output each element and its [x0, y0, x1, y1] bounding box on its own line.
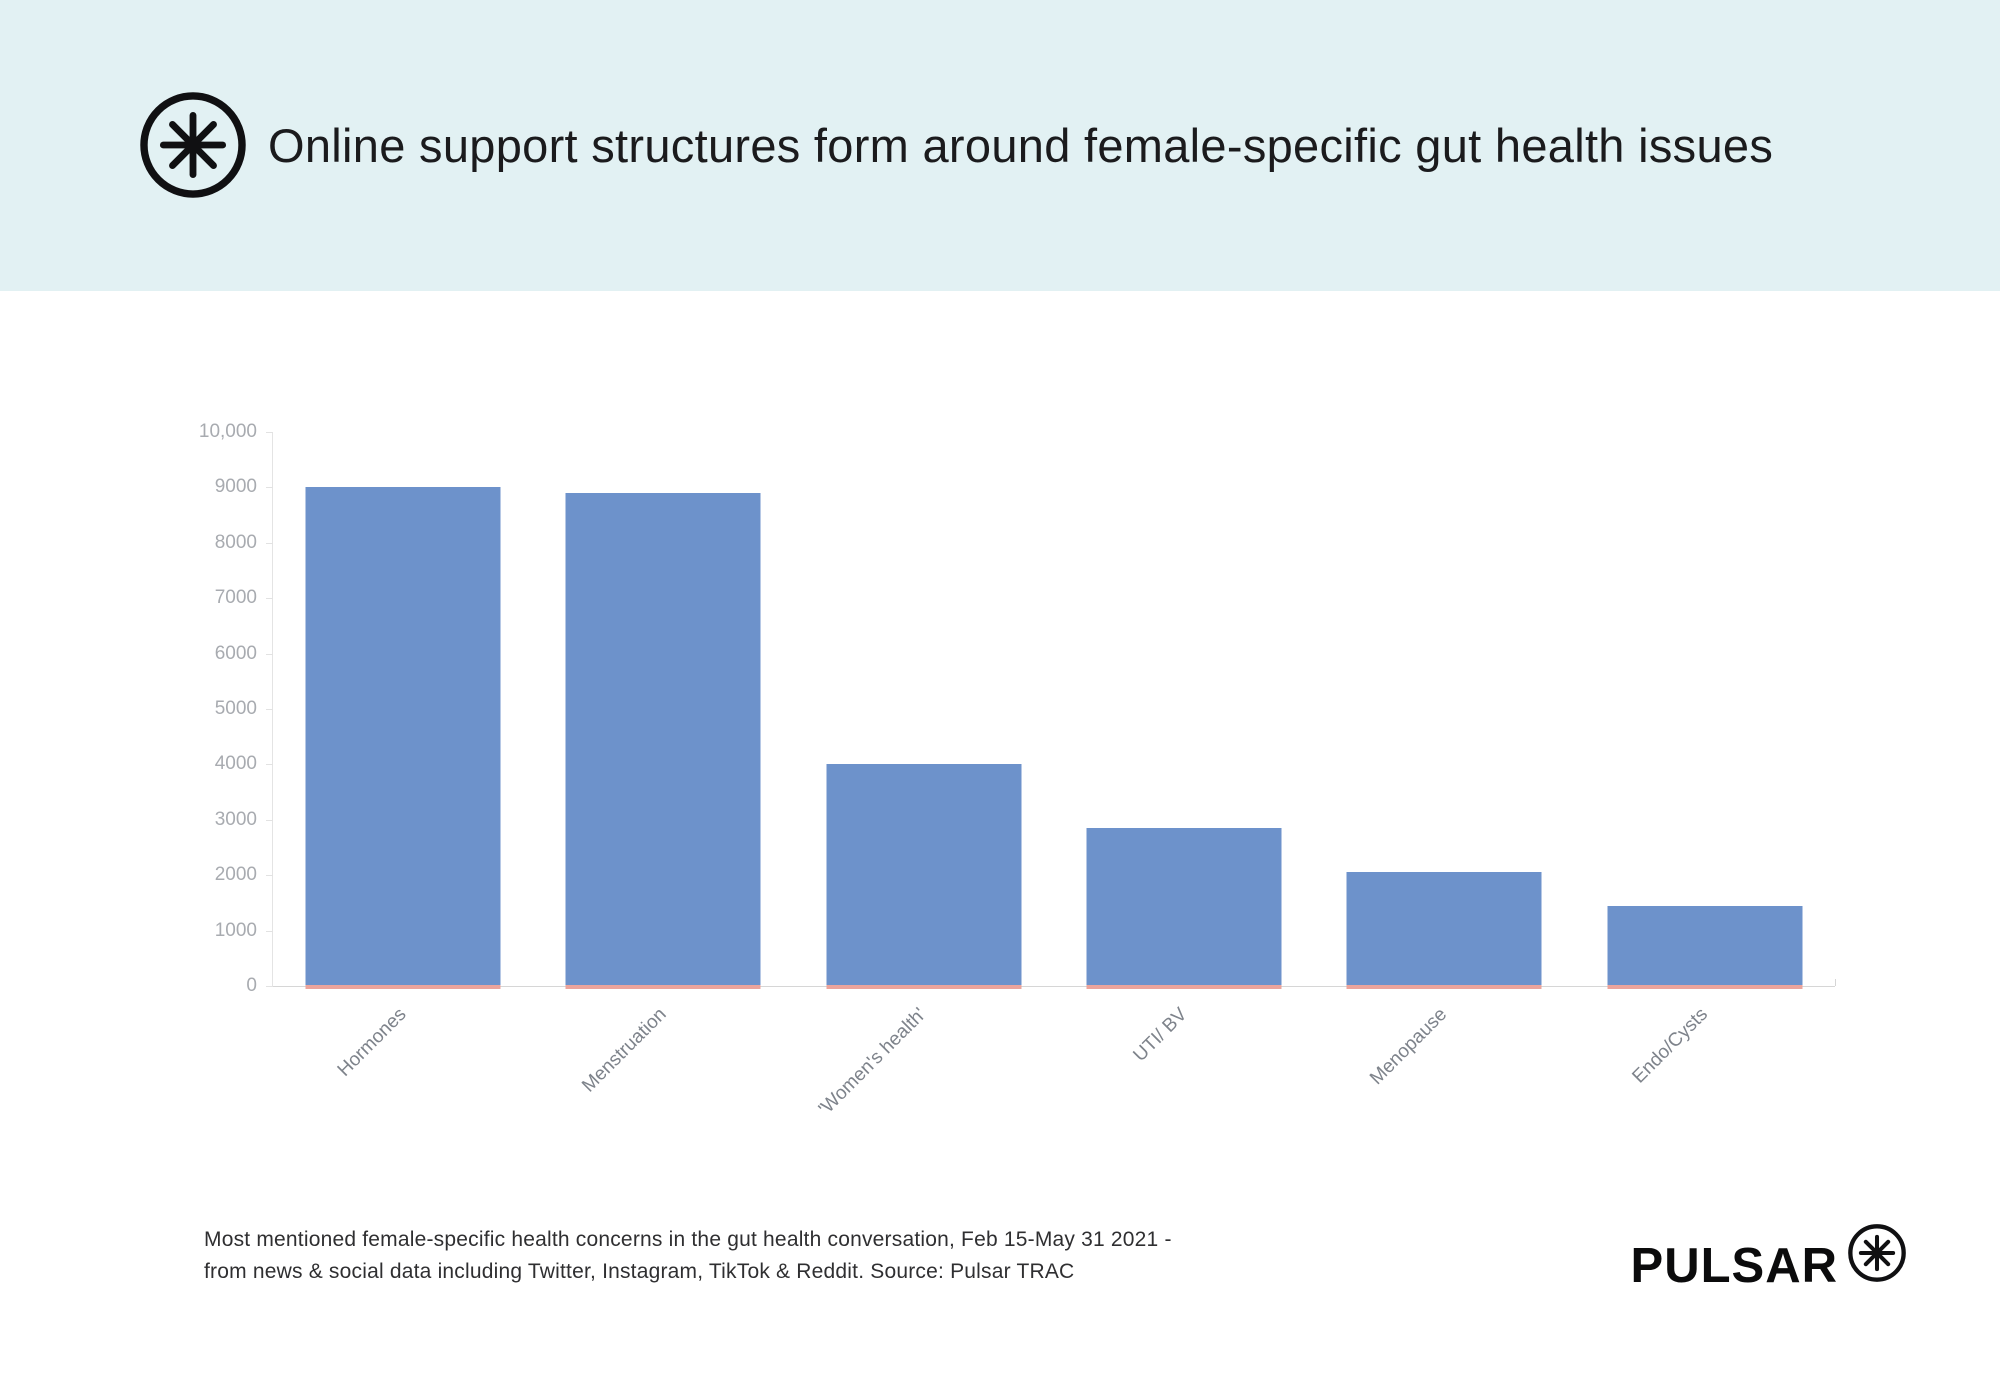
bar-base-accent [1346, 985, 1542, 989]
y-axis-tick-label: 9000 [214, 476, 257, 498]
x-axis-label: Endo/Cysts [1628, 1004, 1712, 1088]
y-axis-tick-mark [266, 819, 273, 821]
bar-base-accent [565, 985, 761, 989]
bar-slot [273, 432, 533, 989]
y-axis-tick-mark [266, 487, 273, 489]
y-axis-tick-label: 8000 [214, 531, 257, 553]
y-axis-tick-label: 0 [246, 975, 257, 996]
bar-base-accent [826, 985, 1022, 989]
x-axis-label: 'Women's health' [815, 1004, 931, 1120]
y-axis-tick-mark [266, 653, 273, 655]
caption-line-2: from news & social data including Twitte… [204, 1259, 1075, 1283]
y-axis-tick-label: 1000 [214, 919, 257, 941]
caption-line-1: Most mentioned female-specific health co… [204, 1228, 1172, 1251]
y-axis-tick-mark [266, 542, 273, 544]
bar [1346, 872, 1542, 989]
brand-footer: PULSAR [1630, 1224, 1908, 1294]
bar-slot [1575, 432, 1835, 989]
bar-base-accent [1086, 985, 1282, 989]
bar-base-accent [1607, 985, 1803, 989]
header-band: Online support structures form around fe… [0, 0, 2000, 291]
y-axis-tick-label: 7000 [214, 587, 257, 609]
bar [1086, 828, 1282, 989]
plot-area: 0 1000 2000 3000 4000 5000 6000 7000 8000 9000 10,… [199, 421, 1836, 1120]
x-axis-end-tick [1835, 979, 1836, 986]
chart-caption: Most mentioned female-specific health co… [204, 1224, 1172, 1287]
y-axis-tick-mark [266, 986, 273, 987]
bar-slot [1054, 432, 1314, 989]
pulsar-logo-icon [1848, 1224, 1906, 1282]
y-axis-tick-mark [266, 764, 273, 766]
x-axis-label: Hormones [333, 1004, 411, 1081]
x-axis-label: Menstruation [577, 1004, 671, 1097]
y-axis-tick-label: 2000 [214, 864, 257, 886]
bar [1607, 905, 1803, 989]
y-axis-tick-mark [266, 432, 273, 433]
x-axis-label: UTI/ BV [1129, 1004, 1192, 1066]
bar-base-accent [305, 985, 501, 989]
bar-slot [533, 432, 793, 989]
bar [305, 487, 501, 989]
y-axis-tick-label: 10,000 [198, 421, 257, 442]
bar-slot [794, 432, 1054, 989]
y-axis-tick-label: 6000 [214, 642, 257, 664]
y-axis-tick-label: 3000 [214, 808, 257, 830]
bar [565, 492, 761, 989]
bar-slot [1314, 432, 1574, 989]
y-axis-tick-label: 5000 [214, 698, 257, 719]
y-axis-tick-mark [266, 709, 273, 710]
x-axis-label: Menopause [1366, 1004, 1452, 1090]
y-axis-tick-mark [266, 875, 273, 877]
y-axis-tick-mark [266, 930, 273, 932]
pulsar-logo-icon [140, 92, 246, 198]
y-axis-tick-mark [266, 598, 273, 600]
brand-wordmark: PULSAR [1630, 1239, 1838, 1293]
bar [826, 764, 1022, 989]
page-title: Online support structures form around fe… [268, 119, 1774, 172]
y-axis-tick-label: 4000 [214, 753, 257, 775]
